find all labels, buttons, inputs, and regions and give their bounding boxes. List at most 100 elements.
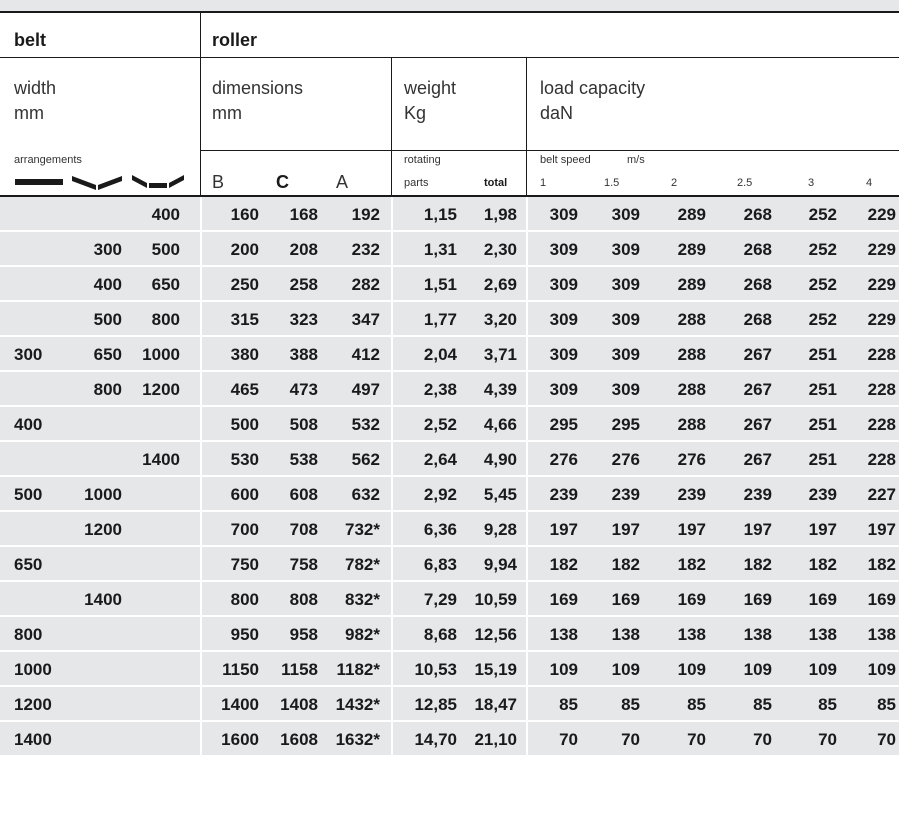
- header-top-rule: [0, 11, 899, 13]
- cell-weight-rotating: 1,31: [423, 240, 457, 259]
- cell-weight-total: 21,10: [474, 730, 517, 749]
- header-weight-unit: Kg: [404, 103, 427, 123]
- cell-load-speed-2-5: 268: [743, 240, 772, 259]
- header-col-b: B: [212, 172, 225, 192]
- cell-weight-rotating: 6,83: [423, 555, 457, 574]
- cell-weight-total: 5,45: [483, 485, 517, 504]
- cell-dim-b: 1600: [221, 730, 259, 749]
- header-belt: belt: [14, 30, 47, 50]
- cell-dim-c: 473: [289, 380, 318, 399]
- cell-dim-a: 412: [351, 345, 380, 364]
- cell-dim-a: 192: [351, 205, 380, 224]
- cell-load-speed-1-5: 309: [611, 380, 640, 399]
- three-roller-trough-icon: [132, 175, 184, 188]
- cell-dim-a: 732*: [345, 520, 380, 539]
- cell-load-speed-3: 197: [808, 520, 837, 539]
- cell-dim-c: 758: [289, 555, 318, 574]
- cell-dim-b: 250: [230, 275, 259, 294]
- table-row: 800 950 958 982* 8,68 12,56 138 138 138 138 138 138: [0, 617, 899, 650]
- cell-dim-c: 323: [289, 310, 318, 329]
- header-speed-2-5: 2.5: [737, 177, 753, 189]
- cell-weight-rotating: 8,68: [423, 625, 457, 644]
- cell-load-speed-4: 227: [867, 485, 896, 504]
- cell-load-speed-3: 251: [808, 345, 837, 364]
- cell-load-speed-1: 309: [549, 310, 578, 329]
- cell-weight-total: 18,47: [474, 695, 517, 714]
- cell-load-speed-1: 239: [549, 485, 578, 504]
- divider-belt-roller: [200, 11, 201, 196]
- table-row: 1400 1600 1608 1632* 14,70 21,10 70 70 70 70 70 70: [0, 722, 899, 755]
- cell-weight-total: 4,66: [483, 415, 517, 434]
- cell-load-speed-1-5: 309: [611, 310, 640, 329]
- header-col-a: A: [336, 172, 349, 192]
- cell-belt-width-flat: 800: [14, 625, 43, 644]
- cell-load-speed-1: 197: [549, 520, 578, 539]
- cell-dim-c: 388: [289, 345, 318, 364]
- cell-dim-b: 600: [230, 485, 259, 504]
- cell-dim-c: 1158: [281, 660, 318, 679]
- header-speed-3: 3: [808, 177, 815, 189]
- cell-dim-a: 497: [351, 380, 380, 399]
- cell-dim-b: 800: [230, 590, 259, 609]
- cell-dim-a: 282: [351, 275, 380, 294]
- cell-load-speed-1: 85: [559, 695, 578, 714]
- cell-load-speed-2-5: 267: [743, 345, 772, 364]
- cell-load-speed-1-5: 182: [611, 555, 640, 574]
- cell-dim-a: 562: [351, 450, 380, 469]
- cell-belt-width-flat: 300: [14, 345, 43, 364]
- cell-belt-width-2roll: 400: [93, 275, 122, 294]
- cell-load-speed-2: 288: [677, 380, 706, 399]
- cell-belt-width-2roll: 1000: [84, 485, 122, 504]
- cell-load-speed-3: 251: [808, 450, 837, 469]
- cell-dim-b: 160: [230, 205, 259, 224]
- table-row: 500 1000 600 608 632 2,92 5,45 239 239 239 239 239 2…: [0, 477, 899, 510]
- cell-load-speed-1: 70: [559, 730, 578, 749]
- header-total: total: [484, 177, 508, 189]
- table-row: 1400 800 808 832* 7,29 10,59 169 169 169 169 169 16…: [0, 582, 899, 615]
- cell-belt-width-3roll: 400: [151, 205, 180, 224]
- cell-dim-c: 1408: [280, 695, 318, 714]
- cell-weight-rotating: 12,85: [414, 695, 457, 714]
- cell-load-speed-4: 228: [867, 380, 896, 399]
- cell-weight-total: 9,28: [483, 520, 517, 539]
- cell-weight-total: 10,59: [474, 590, 517, 609]
- header-weight: weight: [404, 78, 457, 98]
- cell-dim-b: 1400: [221, 695, 259, 714]
- cell-load-speed-4: 197: [867, 520, 896, 539]
- cell-load-speed-2-5: 197: [743, 520, 772, 539]
- cell-load-speed-4: 169: [867, 590, 896, 609]
- cell-load-speed-2-5: 267: [743, 380, 772, 399]
- cell-load-speed-1: 276: [549, 450, 578, 469]
- table-row: 400 500 508 532 2,52 4,66 295 295 288 267 251 228: [0, 407, 899, 440]
- table-row: 400 160 168 192 1,15 1,98 309 309 289 268 252 229: [0, 197, 899, 230]
- cell-dim-a: 1182*: [336, 660, 381, 679]
- header-speed-1-5: 1.5: [604, 177, 620, 189]
- cell-weight-total: 2,30: [483, 240, 517, 259]
- cell-load-speed-2-5: 267: [743, 450, 772, 469]
- cell-weight-rotating: 14,70: [414, 730, 457, 749]
- cell-weight-rotating: 1,15: [423, 205, 457, 224]
- cell-load-speed-1-5: 309: [611, 240, 640, 259]
- table-row: 300 650 1000 380 388 412 2,04 3,71 309 309 288 267 2…: [0, 337, 899, 370]
- cell-load-speed-2: 85: [687, 695, 706, 714]
- cell-load-speed-3: 85: [818, 695, 837, 714]
- cell-weight-total: 3,71: [483, 345, 517, 364]
- cell-load-speed-3: 182: [808, 555, 837, 574]
- cell-load-speed-3: 239: [808, 485, 837, 504]
- cell-load-speed-3: 169: [808, 590, 837, 609]
- header-roller: roller: [212, 30, 258, 50]
- cell-belt-width-flat: 650: [14, 555, 43, 574]
- cell-load-speed-1-5: 70: [621, 730, 640, 749]
- cell-weight-total: 15,19: [474, 660, 517, 679]
- cell-dim-c: 538: [289, 450, 318, 469]
- cell-load-speed-2-5: 239: [743, 485, 772, 504]
- cell-load-speed-2: 182: [677, 555, 706, 574]
- cell-belt-width-flat: 1200: [14, 695, 52, 714]
- cell-belt-width-2roll: 1400: [84, 590, 122, 609]
- cell-load-speed-1: 138: [549, 625, 578, 644]
- cell-weight-total: 4,90: [483, 450, 517, 469]
- cell-load-speed-3: 251: [808, 415, 837, 434]
- cell-load-speed-2-5: 138: [743, 625, 772, 644]
- cell-load-speed-1-5: 239: [611, 485, 640, 504]
- cell-belt-width-flat: 400: [14, 415, 43, 434]
